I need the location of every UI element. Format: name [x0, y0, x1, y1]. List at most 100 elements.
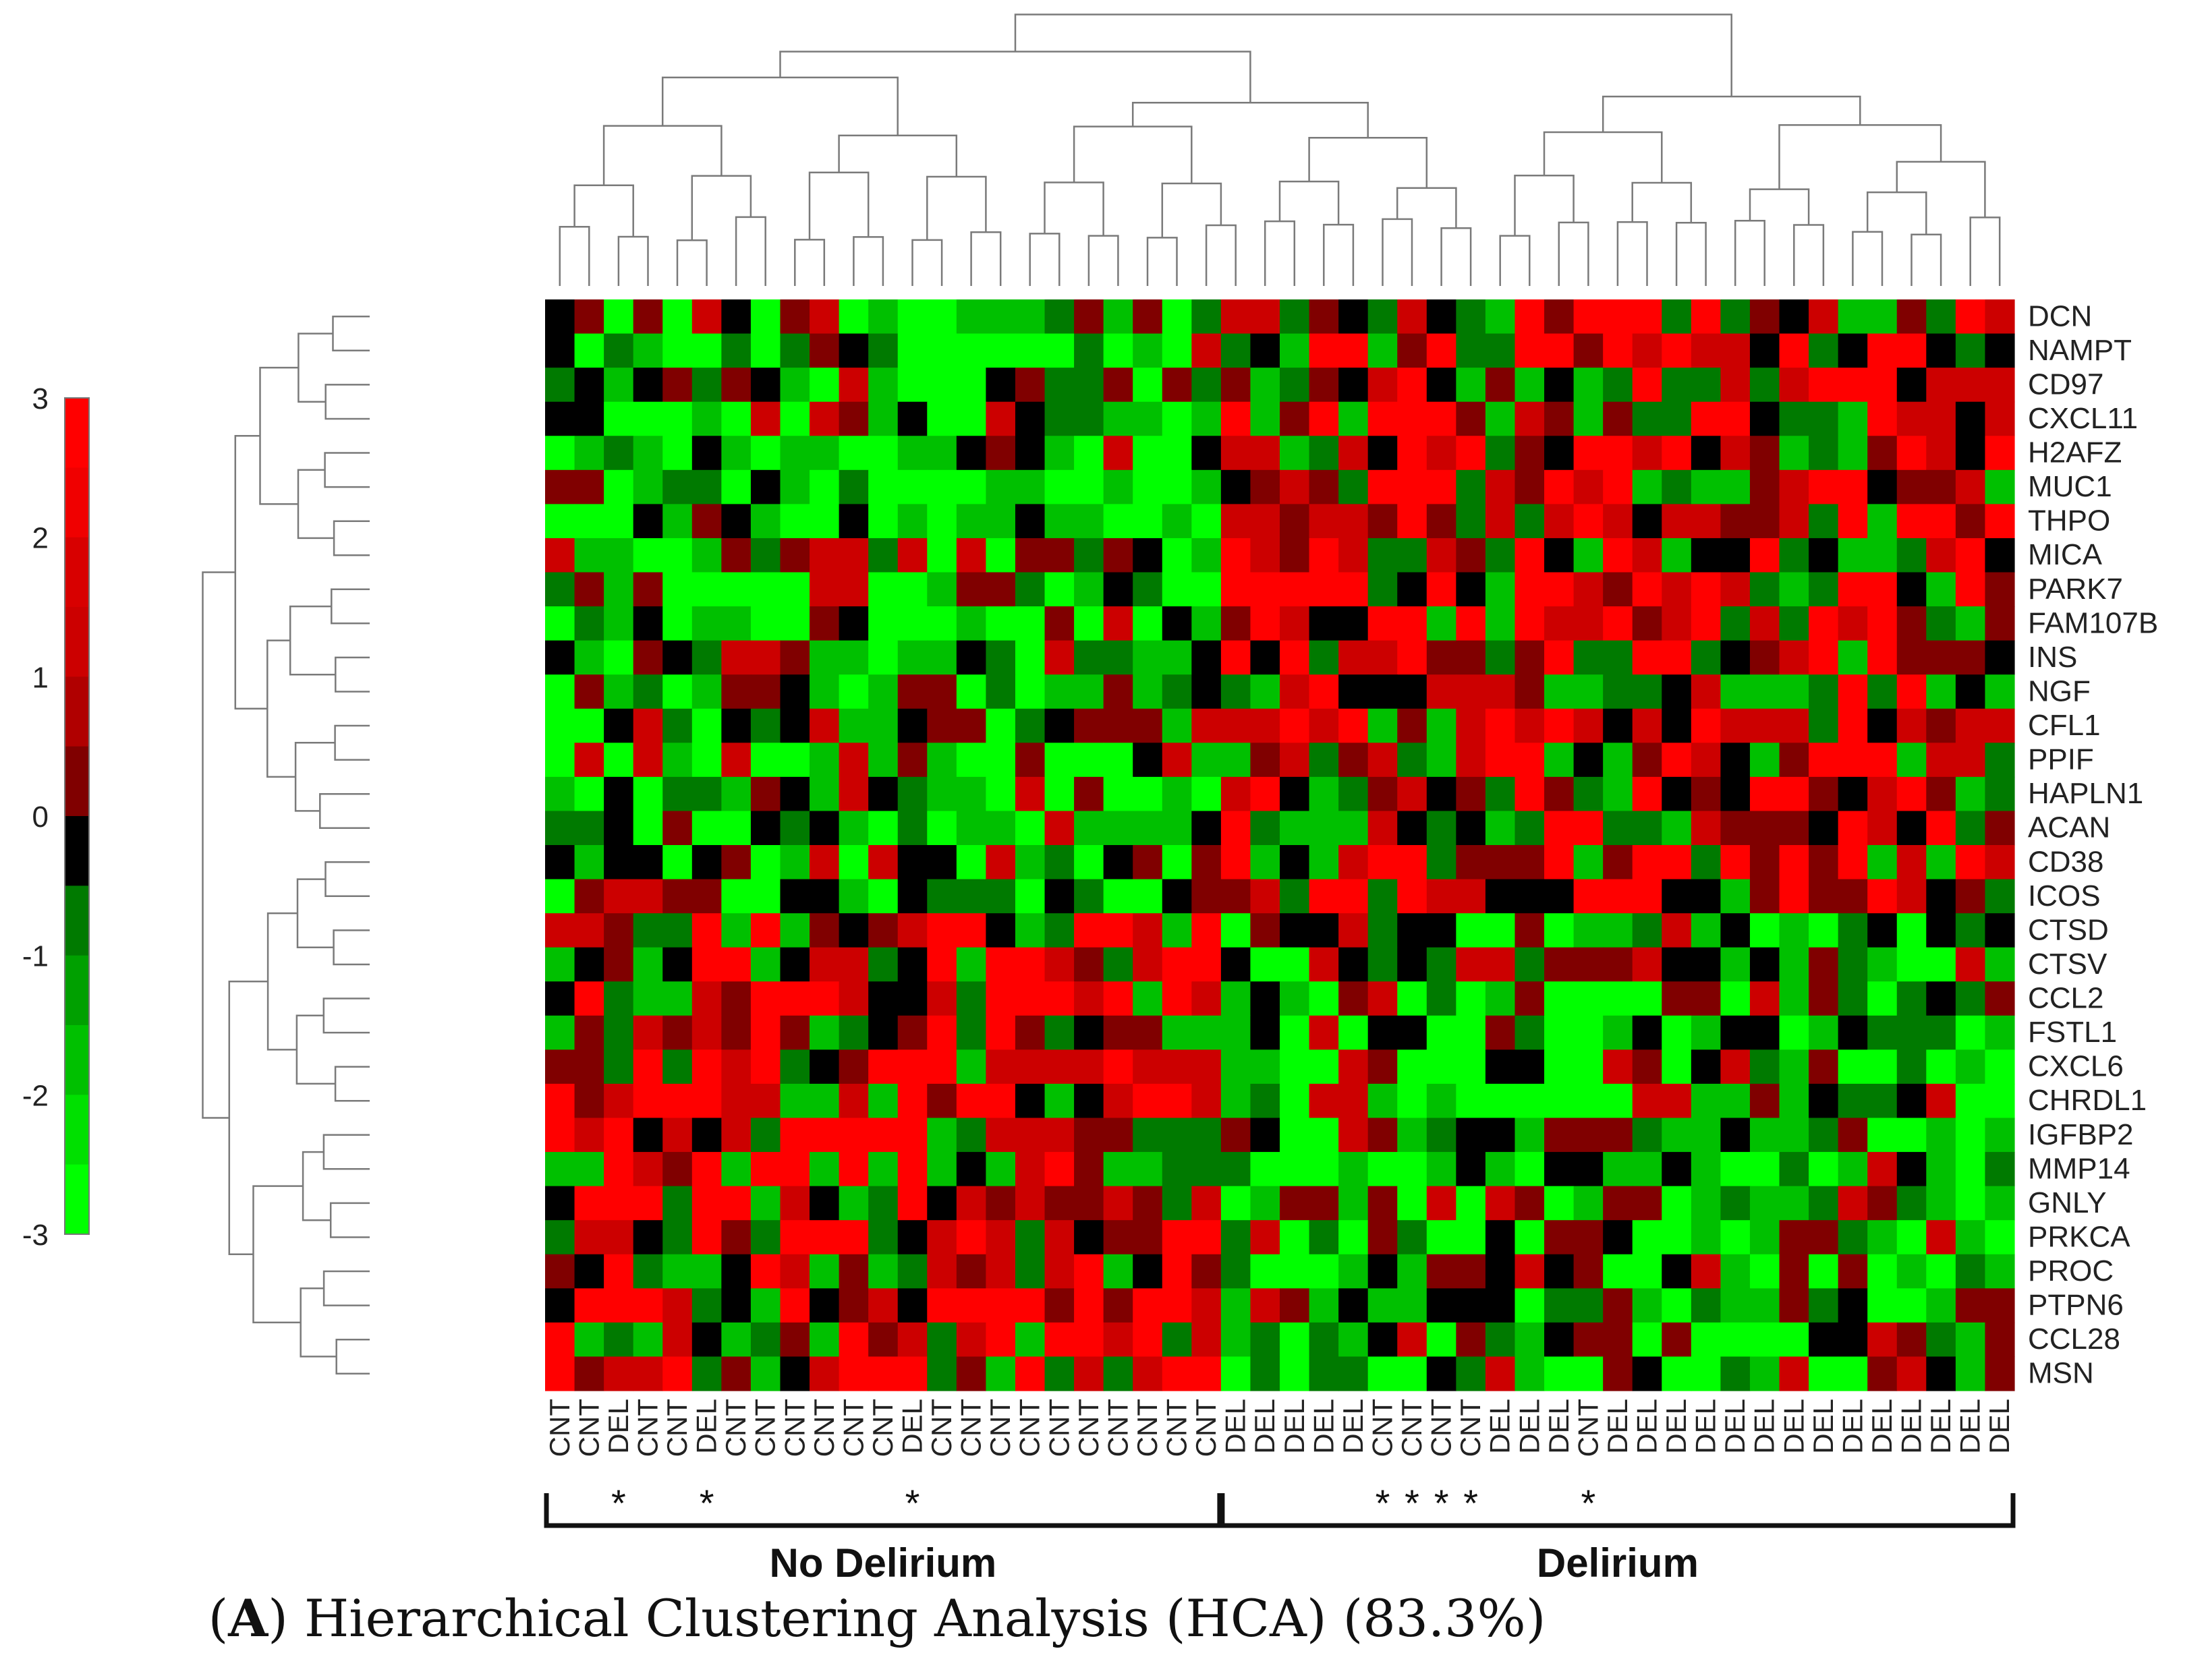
heatmap-cell [986, 879, 1016, 914]
heatmap-cell [1573, 811, 1604, 846]
heatmap-cell [1485, 504, 1516, 539]
heatmap-cell [1867, 1118, 1898, 1153]
heatmap-cell [1838, 981, 1868, 1016]
heatmap-cell [750, 913, 781, 948]
gene-label: PPIF [2028, 743, 2094, 776]
dendrogram-branch [1852, 231, 1884, 286]
heatmap-cell [1044, 776, 1075, 812]
heatmap-cell [1191, 811, 1222, 846]
heatmap-cell [1691, 436, 1721, 471]
heatmap-cell [1074, 504, 1104, 539]
heatmap-cell [1367, 572, 1398, 607]
heatmap-cell [1896, 845, 1927, 880]
heatmap-cell [1426, 879, 1456, 914]
heatmap-cell [1544, 708, 1575, 743]
heatmap-cell [1955, 606, 1986, 641]
heatmap-cell [662, 1118, 693, 1153]
heatmap-cell [927, 743, 957, 778]
heatmap-cell [1955, 1118, 1986, 1153]
heatmap-cell [1280, 1220, 1310, 1255]
heatmap-cell [1044, 606, 1075, 641]
heatmap-cell [545, 1083, 575, 1119]
heatmap-cell [1720, 1220, 1751, 1255]
heatmap-cell [1162, 1083, 1192, 1119]
heatmap-cell [1044, 368, 1075, 403]
heatmap-cell [839, 436, 869, 471]
heatmap-cell [1074, 845, 1104, 880]
heatmap-cell [956, 333, 986, 368]
heatmap-cell [1015, 538, 1046, 573]
heatmap-cell [1103, 504, 1133, 539]
heatmap-cell [1867, 708, 1898, 743]
heatmap-cell [1015, 572, 1046, 607]
heatmap-cell [1044, 436, 1075, 471]
heatmap-cell [1749, 1356, 1780, 1391]
heatmap-cell [1632, 299, 1662, 335]
heatmap-cell [1603, 1152, 1633, 1187]
heatmap-cell [721, 572, 752, 607]
heatmap-cell [1544, 538, 1575, 573]
heatmap-cell [1955, 299, 1986, 335]
heatmap-cell [1220, 1322, 1251, 1358]
heatmap-cell [691, 913, 722, 948]
heatmap-cell [1809, 1152, 1839, 1187]
asterisk-marker: * [611, 1482, 626, 1524]
heatmap-cell [1397, 1220, 1427, 1255]
heatmap-cell [1985, 504, 2015, 539]
heatmap-cell [927, 504, 957, 539]
heatmap-cell [956, 1356, 986, 1391]
heatmap-cell [956, 436, 986, 471]
heatmap-cell [1074, 1015, 1104, 1050]
heatmap-cell [1485, 947, 1516, 982]
heatmap-cell [1662, 981, 1692, 1016]
heatmap-cell [810, 606, 840, 641]
heatmap-cell [1397, 776, 1427, 812]
heatmap-cell [1544, 333, 1575, 368]
dendrogram-branch [228, 981, 268, 1256]
heatmap-cell [662, 401, 693, 436]
heatmap-cell [868, 469, 899, 504]
heatmap-cell [986, 368, 1016, 403]
heatmap-cell [780, 538, 810, 573]
heatmap-cell [1191, 1254, 1222, 1289]
heatmap-cell [868, 1220, 899, 1255]
heatmap-cell [1867, 436, 1898, 471]
heatmap-cell [780, 1049, 810, 1084]
sample-label: DEL [897, 1399, 928, 1454]
gene-label: NAMPT [2028, 334, 2132, 367]
heatmap-cell [604, 436, 634, 471]
heatmap-cell [1485, 1220, 1516, 1255]
heatmap-cell [956, 606, 986, 641]
heatmap-cell [1838, 845, 1868, 880]
heatmap-cell [956, 1118, 986, 1153]
heatmap-cell [1280, 572, 1310, 607]
heatmap-cell [956, 401, 986, 436]
heatmap-cell [1162, 333, 1192, 368]
heatmap-cell [1749, 1186, 1780, 1221]
heatmap-cell [1691, 401, 1721, 436]
heatmap-cell [1074, 538, 1104, 573]
heatmap-cell [1074, 333, 1104, 368]
sample-label: CNT [779, 1399, 810, 1457]
heatmap-cell [1632, 1322, 1662, 1358]
heatmap-cell [1250, 299, 1280, 335]
heatmap-cell [868, 1254, 899, 1289]
heatmap-cell [721, 981, 752, 1016]
heatmap-cell [1632, 845, 1662, 880]
heatmap-cell [1220, 1015, 1251, 1050]
colorbar-tick-label: 1 [32, 661, 49, 694]
heatmap-cell [1044, 1288, 1075, 1323]
dendrogram-branch [1866, 191, 1927, 235]
dendrogram-branch [1675, 222, 1707, 286]
gene-label: CD97 [2028, 368, 2104, 401]
heatmap-cell [810, 368, 840, 403]
heatmap-cell [1515, 299, 1545, 335]
heatmap-cell [545, 606, 575, 641]
heatmap-cell [662, 299, 693, 335]
heatmap-cell [1632, 469, 1662, 504]
heatmap-cell [604, 811, 634, 846]
heatmap-cell [1250, 333, 1280, 368]
heatmap-cell [1456, 1152, 1486, 1187]
heatmap-cell [1220, 436, 1251, 471]
heatmap-cell [1926, 1356, 1956, 1391]
